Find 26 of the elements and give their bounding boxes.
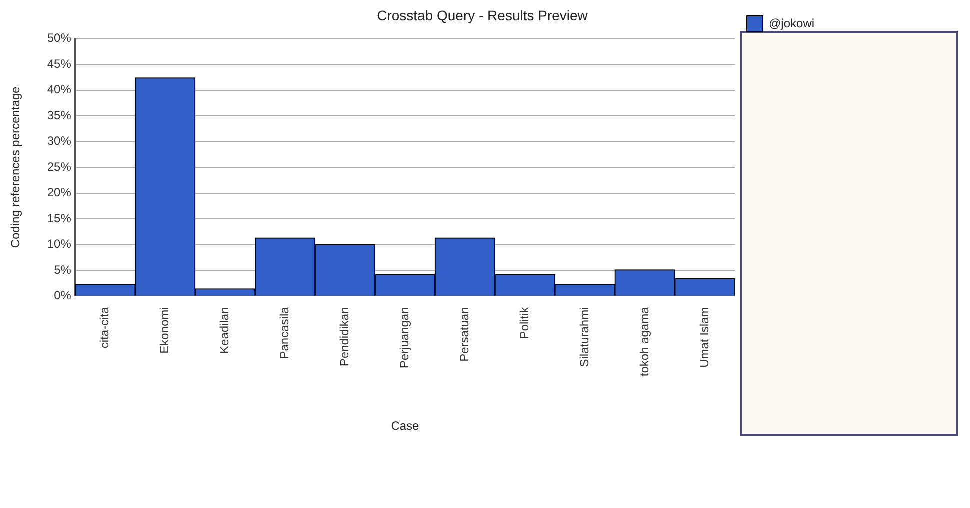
x-tick-label: Pancasila [278, 306, 292, 360]
x-tick-label: Keadilan [218, 307, 232, 354]
x-tick-label: Silaturahmi [577, 307, 592, 368]
x-axis-title: Case [391, 419, 420, 434]
y-axis-title: Coding references percentage [8, 86, 23, 248]
y-tick-label: 30% [47, 134, 72, 148]
x-tick-label: Ekonomi [158, 307, 172, 354]
y-tick-label: 50% [47, 31, 72, 46]
y-tick-label: 0% [54, 288, 72, 303]
x-tick-label: Pendidikan [338, 307, 352, 367]
legend-label: @jokowi [769, 16, 815, 30]
y-tick-label: 45% [47, 56, 72, 71]
y-tick-label: 20% [47, 186, 72, 200]
x-tick-label: Persatuan [457, 307, 472, 362]
y-tick-label: 40% [47, 82, 72, 97]
y-tick-label: 35% [47, 108, 72, 122]
x-tick-label: cita-cita [98, 306, 112, 349]
x-tick-label: tokoh agama [637, 306, 652, 377]
x-tick-label: Perjuangan [398, 307, 412, 369]
y-tick-label: 10% [47, 237, 72, 252]
x-tick-label: Politik [517, 306, 532, 340]
y-tick-label: 25% [47, 160, 72, 174]
chart-title: Crosstab Query - Results Preview [377, 7, 589, 24]
x-tick-label: Umat Islam [697, 307, 712, 368]
y-tick-label: 15% [47, 211, 72, 226]
y-tick-label: 5% [54, 262, 72, 277]
